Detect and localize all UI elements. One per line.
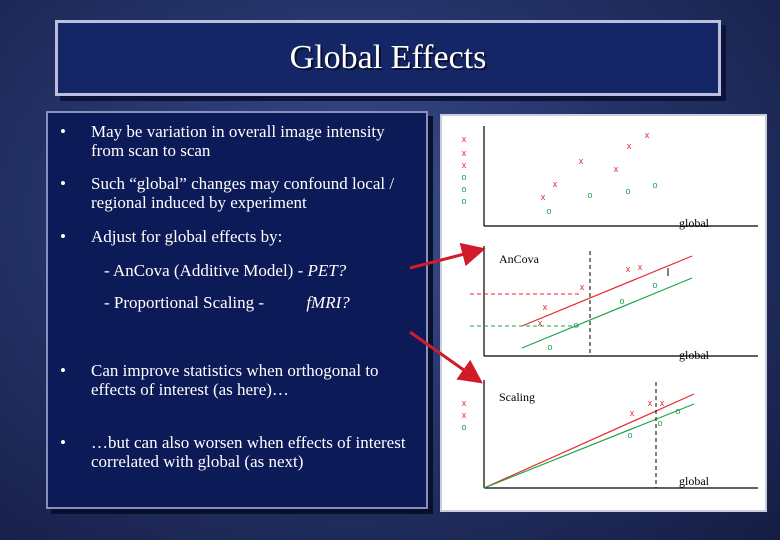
slide-title: Global Effects [289,39,487,76]
bullet-marker: • [60,227,66,246]
svg-text:x: x [541,192,546,202]
svg-text:x: x [614,164,619,174]
svg-text:x: x [630,408,635,418]
svg-text:x: x [626,264,631,274]
svg-text:x: x [645,130,650,140]
svg-text:o: o [627,430,632,440]
panel2-points: x x x x x o o o o [538,262,658,352]
svg-text:x: x [538,318,543,328]
svg-text:x: x [462,398,467,408]
panel3-title: Scaling [499,390,535,404]
bullet-text: Adjust for global effects by: [91,227,283,246]
bullet-marker: • [60,361,66,380]
bullet-text: Such “global” changes may confound local… [91,174,395,212]
bullet-marker: • [60,122,66,141]
svg-text:x: x [462,148,467,158]
svg-text:o: o [461,172,466,182]
panel3-points: x x x o o o x x o [461,398,680,440]
svg-text:o: o [461,184,466,194]
panel3-axes [483,380,758,489]
svg-text:o: o [461,196,466,206]
sub-item-text: - AnCova (Additive Model) - [104,261,308,280]
bullet-3: • Adjust for global effects by: [60,227,421,246]
sub-item-scaling: - Proportional Scaling - fMRI? [104,293,350,312]
title-box: Global Effects [55,20,721,96]
svg-text:x: x [462,134,467,144]
panel2-x-label: global [679,348,709,362]
svg-text:o: o [573,320,578,330]
panel1-x-label: global [679,216,709,230]
bullet-4: • Can improve statistics when orthogonal… [60,361,421,399]
svg-text:x: x [638,262,643,272]
svg-text:x: x [462,160,467,170]
svg-text:o: o [675,406,680,416]
panel1-axes [483,126,758,227]
svg-text:o: o [657,418,662,428]
bullet-1: • May be variation in overall image inte… [60,122,421,160]
content-box: • May be variation in overall image inte… [46,111,428,509]
bullet-5: • …but can also worsen when effects of i… [60,433,421,471]
svg-text:o: o [652,280,657,290]
sub-item-emphasis: PET? [307,261,347,280]
panel1-points: x x x x x x o o o o x x x o o o [461,130,657,216]
panel2-title: AnCova [499,252,539,266]
figure-box: x x x x x x o o o o x x x o o o [440,114,767,512]
svg-text:x: x [579,156,584,166]
svg-text:x: x [648,398,653,408]
svg-text:x: x [553,179,558,189]
svg-text:x: x [660,398,665,408]
svg-text:o: o [652,180,657,190]
panel3-lines [483,382,695,489]
bullet-marker: • [60,433,66,452]
svg-text:o: o [546,206,551,216]
svg-text:x: x [462,410,467,420]
bullet-text: …but can also worsen when effects of int… [91,433,406,471]
svg-text:o: o [625,186,630,196]
svg-text:x: x [627,141,632,151]
sub-item-ancova: - AnCova (Additive Model) - PET? [104,261,346,280]
bullet-marker: • [60,174,66,193]
sub-item-text: - Proportional Scaling - [104,293,269,312]
bullet-text: Can improve statistics when orthogonal t… [91,361,379,399]
svg-text:x: x [580,282,585,292]
figure-plots: x x x x x x o o o o x x x o o o [461,126,758,489]
svg-text:o: o [461,422,466,432]
svg-text:o: o [547,342,552,352]
svg-text:o: o [619,296,624,306]
svg-text:o: o [587,190,592,200]
sub-item-emphasis: fMRI? [306,293,350,312]
svg-text:x: x [543,302,548,312]
bullet-text: May be variation in overall image intens… [91,122,385,160]
bullet-2: • Such “global” changes may confound loc… [60,174,421,212]
panel2-lines [470,251,693,356]
panel3-x-label: global [679,474,709,488]
